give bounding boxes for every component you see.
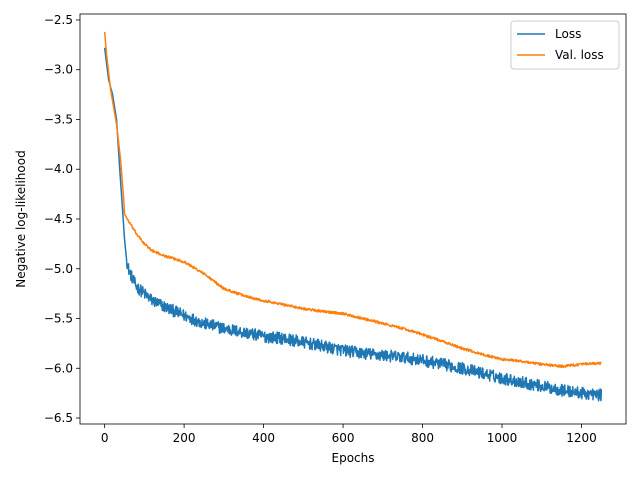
x-tick-label: 800 [411, 431, 434, 445]
legend: Loss Val. loss [510, 20, 620, 70]
x-tick-label: 0 [101, 431, 109, 445]
y-tick-label: −5.5 [44, 312, 73, 326]
y-tick-label: −3.0 [44, 63, 73, 77]
y-tick-label: −6.5 [44, 411, 73, 425]
legend-label: Val. loss [555, 48, 604, 62]
legend-box [510, 20, 620, 70]
y-axis-label: Negative log-likelihood [14, 150, 28, 287]
y-tick-label: −2.5 [44, 13, 73, 27]
y-tick-label: −6.0 [44, 361, 73, 375]
x-tick-label: 600 [332, 431, 355, 445]
x-tick-label: 1000 [487, 431, 518, 445]
x-tick-label: 400 [252, 431, 275, 445]
series-line [103, 47, 603, 402]
legend-label: Loss [555, 27, 581, 41]
y-tick-label: −3.5 [44, 112, 73, 126]
y-tick-label: −4.0 [44, 162, 73, 176]
x-tick-label: 1200 [566, 431, 597, 445]
x-axis-label: Epochs [332, 451, 375, 465]
y-tick-label: −4.5 [44, 212, 73, 226]
x-axis-ticks: 0 200 400 600 800 1000 1200 [101, 424, 597, 445]
y-tick-label: −5.0 [44, 262, 73, 276]
x-tick-label: 200 [173, 431, 196, 445]
y-axis-ticks: −2.5 −3.0 −3.5 −4.0 −4.5 −5.0 −5.5 −6.0 −6.5 [44, 13, 80, 425]
axes-frame [79, 13, 627, 425]
series-line [103, 31, 602, 369]
plot-lines [103, 31, 603, 402]
